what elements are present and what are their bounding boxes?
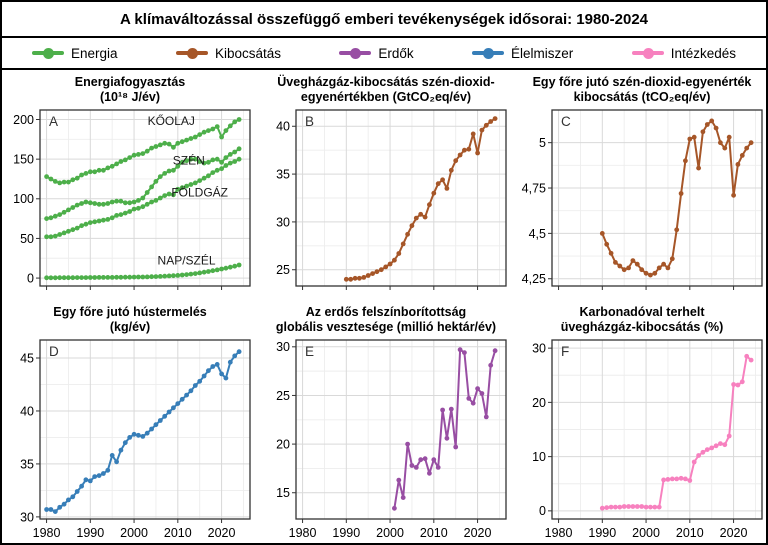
panel-b: Üvegházgáz-kibocsátás szén-dioxid- egyen… (258, 70, 514, 300)
panel-b-title: Üvegházgáz-kibocsátás szén-dioxid- egyen… (277, 75, 495, 104)
legend-item-label: Erdők (378, 45, 414, 61)
svg-text:2010: 2010 (676, 526, 704, 540)
svg-text:A: A (49, 114, 58, 129)
svg-text:30: 30 (276, 340, 290, 354)
svg-text:25: 25 (276, 263, 290, 277)
svg-text:30: 30 (20, 510, 34, 524)
panel-d-title: Egy főre jutó hústermelés (kg/év) (53, 305, 207, 334)
svg-text:B: B (305, 114, 314, 129)
legend-item-kibocsatas: Kibocsátás (175, 45, 281, 61)
svg-text:2000: 2000 (120, 526, 148, 540)
svg-text:40: 40 (20, 404, 34, 418)
svg-text:2010: 2010 (164, 526, 192, 540)
svg-text:35: 35 (20, 457, 34, 471)
panel-c: Egy főre jutó szén-dioxid-egyenérték kib… (514, 70, 766, 300)
svg-text:15: 15 (276, 486, 290, 500)
svg-text:1980: 1980 (33, 526, 61, 540)
svg-text:50: 50 (20, 232, 34, 246)
svg-text:30: 30 (276, 215, 290, 229)
svg-text:2020: 2020 (720, 526, 748, 540)
svg-text:0: 0 (539, 504, 546, 518)
line-point-marker-icon (472, 47, 505, 60)
svg-text:20: 20 (532, 396, 546, 410)
line-point-marker-icon (339, 47, 372, 60)
svg-text:SZÉN: SZÉN (173, 153, 205, 168)
svg-text:NAP/SZÉL: NAP/SZÉL (158, 253, 216, 268)
panel-e: Az erdős felszínborítottság globális ves… (258, 300, 514, 543)
svg-text:100: 100 (13, 192, 34, 206)
svg-text:35: 35 (276, 167, 290, 181)
svg-text:4,5: 4,5 (529, 227, 546, 241)
svg-text:20: 20 (276, 437, 290, 451)
svg-text:1990: 1990 (588, 526, 616, 540)
legend-item-label: Energia (71, 45, 118, 61)
panel-f-title: Karbonadóval terhelt üvegházgáz-kibocsát… (560, 305, 724, 334)
svg-text:150: 150 (13, 153, 34, 167)
svg-text:5: 5 (539, 136, 546, 150)
svg-text:1990: 1990 (332, 526, 360, 540)
svg-text:KŐOLAJ: KŐOLAJ (148, 113, 195, 128)
svg-text:2000: 2000 (376, 526, 404, 540)
line-point-marker-icon (631, 47, 664, 60)
figure-title: A klímaváltozással összefüggő emberi tev… (119, 10, 649, 28)
svg-text:2020: 2020 (464, 526, 492, 540)
svg-text:4,25: 4,25 (522, 272, 546, 286)
line-point-marker-icon (32, 47, 64, 60)
svg-text:F: F (561, 344, 569, 359)
svg-text:200: 200 (13, 113, 34, 127)
svg-text:30: 30 (532, 342, 546, 356)
svg-text:D: D (49, 344, 59, 359)
panel-c-title: Egy főre jutó szén-dioxid-egyenérték kib… (532, 75, 752, 104)
svg-text:10: 10 (532, 450, 546, 464)
panel-a: Energiafogyasztás (10¹⁸ J/év) KŐOLAJ SZÉN… (2, 70, 258, 300)
svg-text:4,75: 4,75 (522, 181, 546, 195)
legend-item-label: Intézkedés (670, 45, 736, 61)
svg-text:E: E (305, 344, 314, 359)
panel-d: Egy főre jutó hústermelés (kg/év) 30 35 40… (2, 300, 258, 543)
panel-f-chart: 0 10 20 30 1980 1990 2000 2010 2020 F (532, 339, 763, 540)
panel-e-title: Az erdős felszínborítottság globális ves… (275, 305, 497, 334)
svg-text:0: 0 (27, 271, 34, 285)
panels-grid: Energiafogyasztás (10¹⁸ J/év) KŐOLAJ SZÉN… (2, 70, 766, 543)
svg-text:1990: 1990 (76, 526, 104, 540)
svg-text:45: 45 (20, 351, 34, 365)
legend-item-elelmiszer: Élelmiszer (472, 46, 573, 61)
svg-text:1980: 1980 (289, 526, 317, 540)
panel-d-chart: 30 35 40 45 1980 1990 2000 2010 2020 D (20, 339, 251, 540)
panel-f: Karbonadóval terhelt üvegházgáz-kibocsát… (514, 300, 766, 543)
legend: Energia Kibocsátás Erdők Élelmiszer Inté… (2, 38, 766, 70)
panel-e-chart: 15 20 25 30 1980 1990 2000 2010 2020 E (276, 339, 507, 540)
svg-text:FÖLDGÁZ: FÖLDGÁZ (171, 184, 228, 199)
svg-text:40: 40 (276, 120, 290, 134)
svg-text:C: C (561, 114, 571, 129)
legend-item-label: Kibocsátás (214, 45, 281, 61)
svg-text:2010: 2010 (420, 526, 448, 540)
panel-a-chart: KŐOLAJ SZÉN FÖLDGÁZ NAP/SZÉL 0 50 100 150 200 A (13, 109, 251, 290)
svg-text:1980: 1980 (545, 526, 573, 540)
legend-item-intezkedes: Intézkedés (631, 45, 736, 61)
svg-text:2000: 2000 (632, 526, 660, 540)
panel-a-title: Energiafogyasztás (10¹⁸ J/év) (74, 75, 186, 104)
line-point-marker-icon (175, 47, 208, 60)
legend-item-erdok: Erdők (339, 45, 414, 61)
figure-title-bar: A klímaváltozással összefüggő emberi tev… (2, 2, 766, 38)
legend-item-label: Élelmiszer (511, 45, 574, 61)
legend-item-energia: Energia (32, 46, 118, 61)
svg-text:25: 25 (276, 389, 290, 403)
svg-text:2020: 2020 (208, 526, 236, 540)
panel-c-chart: 4,25 4,5 4,75 5 C (522, 109, 763, 290)
panel-b-chart: 25 30 35 40 B (276, 109, 507, 290)
